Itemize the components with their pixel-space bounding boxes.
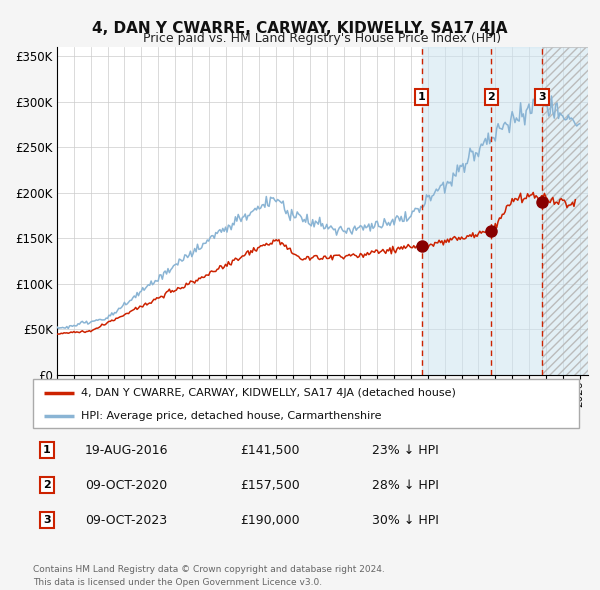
Text: 2: 2 — [43, 480, 50, 490]
Text: 3: 3 — [538, 92, 546, 102]
Text: 28% ↓ HPI: 28% ↓ HPI — [371, 478, 439, 492]
Text: Contains HM Land Registry data © Crown copyright and database right 2024.
This d: Contains HM Land Registry data © Crown c… — [33, 565, 385, 587]
Text: 3: 3 — [43, 515, 50, 525]
Text: 30% ↓ HPI: 30% ↓ HPI — [371, 514, 439, 527]
FancyBboxPatch shape — [33, 379, 579, 428]
Text: 1: 1 — [418, 92, 425, 102]
Text: £141,500: £141,500 — [241, 444, 300, 457]
Text: £157,500: £157,500 — [241, 478, 300, 492]
Bar — [422, 47, 588, 375]
Text: 2: 2 — [488, 92, 496, 102]
Text: 09-OCT-2020: 09-OCT-2020 — [85, 478, 167, 492]
Bar — [542, 47, 588, 375]
Bar — [542, 47, 588, 375]
Text: HPI: Average price, detached house, Carmarthenshire: HPI: Average price, detached house, Carm… — [81, 411, 382, 421]
Text: 23% ↓ HPI: 23% ↓ HPI — [371, 444, 438, 457]
Text: 09-OCT-2023: 09-OCT-2023 — [85, 514, 167, 527]
Text: 19-AUG-2016: 19-AUG-2016 — [85, 444, 169, 457]
Title: Price paid vs. HM Land Registry's House Price Index (HPI): Price paid vs. HM Land Registry's House … — [143, 32, 502, 45]
Text: 4, DAN Y CWARRE, CARWAY, KIDWELLY, SA17 4JA (detached house): 4, DAN Y CWARRE, CARWAY, KIDWELLY, SA17 … — [81, 388, 456, 398]
Text: £190,000: £190,000 — [241, 514, 300, 527]
Text: 4, DAN Y CWARRE, CARWAY, KIDWELLY, SA17 4JA: 4, DAN Y CWARRE, CARWAY, KIDWELLY, SA17 … — [92, 21, 508, 35]
Text: 1: 1 — [43, 445, 50, 455]
